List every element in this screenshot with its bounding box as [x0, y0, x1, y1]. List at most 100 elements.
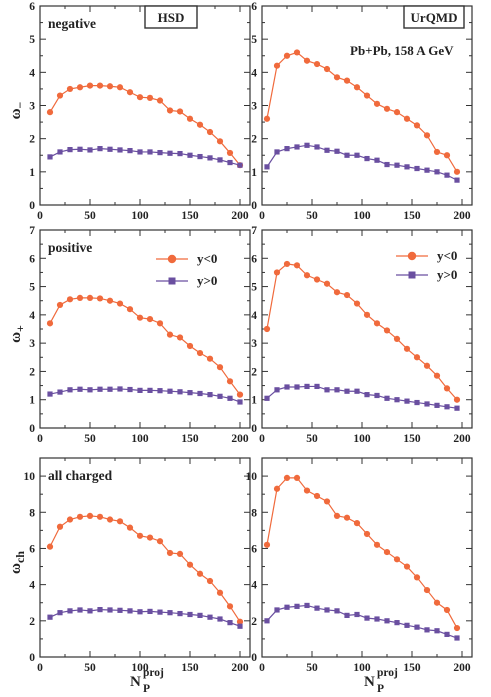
data-point-ygt0	[237, 623, 243, 629]
data-point-ygt0	[187, 152, 193, 158]
data-point-ylt0	[106, 516, 114, 523]
y-tick-label: 3	[29, 338, 35, 350]
x-axis-label-left-main: N	[130, 674, 141, 690]
data-point-ylt0	[126, 89, 134, 96]
legend-urqmd-label-ygt0: y>0	[437, 267, 457, 282]
data-point-ygt0	[284, 604, 290, 610]
data-point-ygt0	[434, 402, 440, 408]
x-axis-label-right: N P proj	[364, 667, 398, 695]
x-axis-label-right-sup: proj	[377, 667, 398, 679]
data-point-ylt0	[363, 311, 371, 318]
data-point-ygt0	[264, 395, 270, 401]
data-point-ylt0	[393, 556, 401, 563]
y-tick-label: 0	[251, 423, 257, 435]
data-point-ylt0	[303, 487, 311, 494]
panel-row-label: negative	[48, 16, 96, 31]
data-point-ylt0	[273, 62, 281, 69]
x-tick-label: 200	[231, 210, 249, 222]
data-point-ygt0	[47, 614, 53, 620]
data-point-ylt0	[176, 108, 184, 115]
data-point-ylt0	[196, 121, 204, 128]
data-point-ygt0	[217, 393, 223, 399]
data-point-ylt0	[283, 52, 291, 59]
x-tick-label: 100	[353, 210, 371, 222]
y-tick-label: 6	[251, 1, 257, 13]
x-tick-label: 50	[306, 662, 318, 674]
y-tick-label: 1	[29, 395, 35, 407]
data-point-ygt0	[324, 147, 330, 153]
data-point-ygt0	[454, 635, 460, 641]
y-tick-label: 7	[29, 225, 35, 237]
data-point-ygt0	[147, 608, 153, 615]
x-tick-label: 200	[231, 433, 249, 445]
data-point-ygt0	[137, 609, 143, 615]
data-point-ylt0	[86, 82, 94, 89]
data-point-ylt0	[373, 541, 381, 548]
panel-urqmd-positive: 0 50 100 150 200 0 1 2 3 4 5 6 7	[251, 225, 473, 445]
x-tick-label: 200	[231, 662, 249, 674]
panel-row-label: all charged	[48, 468, 113, 483]
data-point-ylt0	[176, 334, 184, 341]
plot-frame	[39, 457, 251, 658]
y-axis-label-main: ω	[8, 563, 24, 574]
plot-frame	[261, 5, 473, 206]
data-point-ygt0	[384, 161, 390, 168]
data-point-ygt0	[157, 609, 163, 615]
data-point-ygt0	[197, 390, 203, 397]
x-tick-label: 50	[84, 210, 96, 222]
data-point-ylt0	[413, 122, 421, 129]
x-tick-label: 100	[131, 210, 149, 222]
data-point-ygt0	[57, 149, 63, 155]
y-axis-label-sub: −	[13, 101, 27, 108]
data-point-ylt0	[236, 618, 244, 625]
y-tick-label: 2	[251, 366, 257, 378]
series-line-ylt0	[266, 263, 458, 401]
y-tick-label: 6	[29, 253, 35, 265]
data-point-ylt0	[413, 354, 421, 361]
data-point-ygt0	[117, 386, 123, 392]
x-axis-label-right-main: N	[364, 674, 375, 690]
data-point-ygt0	[334, 608, 340, 614]
data-point-ygt0	[424, 401, 430, 407]
data-point-ygt0	[324, 607, 330, 613]
x-tick-label: 100	[131, 662, 149, 674]
data-point-ylt0	[313, 276, 321, 283]
data-point-ylt0	[453, 396, 461, 403]
data-point-ygt0	[314, 144, 320, 150]
data-point-ylt0	[56, 523, 64, 530]
system-label: Pb+Pb, 158 A GeV	[350, 43, 454, 58]
data-point-ylt0	[313, 492, 321, 500]
data-point-ylt0	[443, 385, 451, 392]
y-tick-label: 5	[29, 34, 35, 46]
x-tick-label: 0	[37, 662, 43, 674]
data-point-ylt0	[343, 291, 351, 299]
data-point-ylt0	[226, 603, 234, 610]
legend-hsd-label-ylt0: y<0	[197, 251, 217, 266]
y-axis-label-sub: ch	[13, 551, 27, 563]
data-point-ygt0	[137, 149, 143, 155]
legend-hsd: y<0 y>0	[156, 251, 217, 288]
y-tick-label: 4	[29, 67, 35, 79]
data-point-ylt0	[423, 586, 431, 594]
data-point-ygt0	[274, 387, 280, 393]
data-point-ylt0	[56, 92, 64, 99]
data-point-ylt0	[86, 294, 94, 301]
y-axis-label: ω−	[8, 101, 27, 119]
y-tick-label: 2	[251, 134, 257, 146]
data-point-ylt0	[273, 485, 281, 492]
data-point-ylt0	[393, 109, 401, 116]
data-point-ylt0	[373, 320, 381, 327]
data-point-ygt0	[394, 162, 400, 168]
data-point-ylt0	[423, 362, 431, 369]
data-point-ygt0	[354, 388, 360, 394]
data-point-ylt0	[136, 314, 144, 321]
y-tick-label: 6	[29, 543, 35, 555]
x-tick-label: 50	[84, 433, 96, 445]
data-point-ygt0	[274, 607, 280, 613]
y-tick-label: 4	[29, 310, 35, 322]
data-point-ylt0	[156, 538, 164, 545]
x-tick-label: 150	[403, 433, 421, 445]
data-point-ygt0	[444, 404, 450, 410]
series-line-ylt0	[49, 84, 241, 166]
